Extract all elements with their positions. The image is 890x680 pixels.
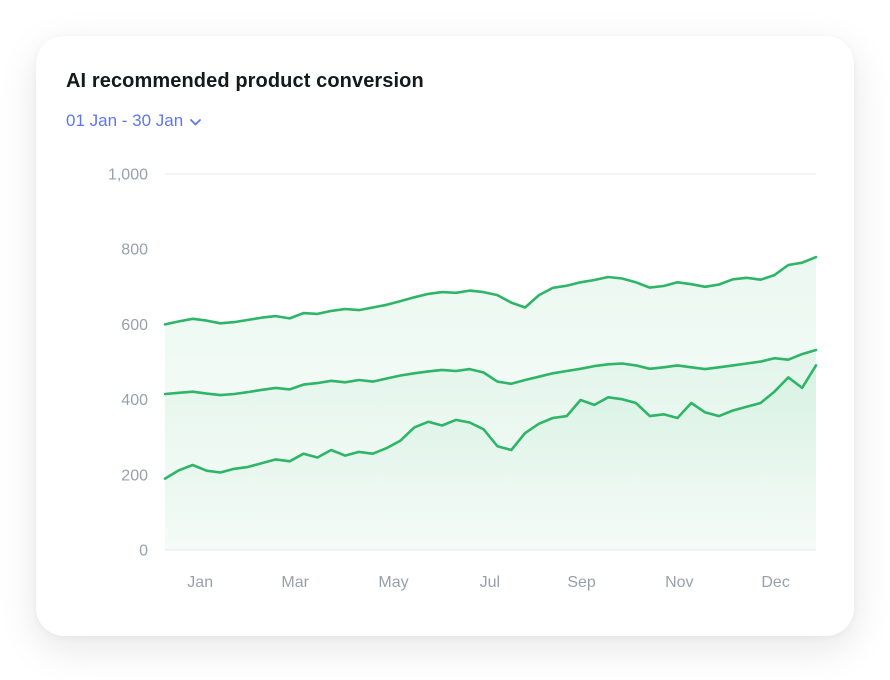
conversion-chart: 0 200 400 600 800 1,000 Jan Mar May Jul Sep Nov Dec: [66, 146, 824, 611]
svg-text:400: 400: [121, 392, 148, 409]
svg-text:Jan: Jan: [187, 574, 213, 591]
date-range-selector[interactable]: 01 Jan - 30 Jan: [66, 110, 202, 132]
svg-text:0: 0: [139, 543, 148, 560]
svg-text:Nov: Nov: [665, 574, 693, 591]
svg-text:Dec: Dec: [761, 574, 789, 591]
svg-text:May: May: [378, 574, 408, 591]
chevron-down-icon: [190, 118, 202, 126]
analytics-card: AI recommended product conversion 01 Jan…: [36, 36, 854, 636]
chart-svg: 0 200 400 600 800 1,000 Jan Mar May Jul Sep Nov Dec: [108, 167, 818, 591]
svg-text:1,000: 1,000: [108, 167, 148, 184]
svg-text:800: 800: [121, 242, 148, 259]
svg-text:200: 200: [121, 467, 148, 484]
svg-text:Mar: Mar: [281, 574, 309, 591]
svg-text:Sep: Sep: [567, 574, 596, 591]
date-range-label: 01 Jan - 30 Jan: [66, 111, 184, 130]
svg-text:Jul: Jul: [480, 574, 500, 591]
svg-text:600: 600: [121, 317, 148, 334]
card-title: AI recommended product conversion: [66, 70, 424, 92]
